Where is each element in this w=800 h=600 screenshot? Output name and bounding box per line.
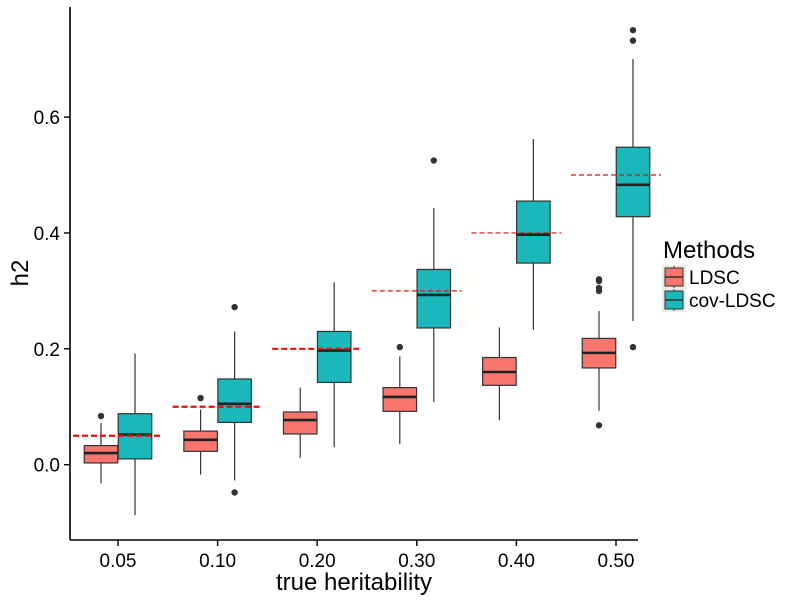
box-ldsc <box>282 411 318 435</box>
x-axis-title: true heritability <box>276 569 432 596</box>
box-ldsc <box>183 430 218 452</box>
y-axis-ticks: 0.0 0.2 0.4 0.6 <box>34 108 70 477</box>
x-tick-label: 0.05 <box>100 551 137 572</box>
outlier-point <box>629 26 637 34</box>
y-tick-label: 0.4 <box>34 224 61 245</box>
outlier-point <box>629 343 637 351</box>
legend-label-ldsc: LDSC <box>689 268 740 289</box>
legend: Methods LDSC cov-LDSC <box>662 237 776 312</box>
x-tick-label: 0.10 <box>199 551 236 572</box>
box-cov-ldsc <box>316 330 352 384</box>
outlier-point <box>595 284 603 292</box>
outlier-point <box>197 394 204 402</box>
box-cov-ldsc <box>615 146 651 218</box>
y-tick-label: 0.2 <box>34 340 60 361</box>
y-axis-title: h2 <box>7 260 34 287</box>
x-axis-ticks: 0.05 0.10 0.20 0.30 0.40 0.50 <box>100 540 635 572</box>
legend-label-cov-ldsc: cov-LDSC <box>689 291 776 312</box>
outlier-point <box>231 489 238 496</box>
x-tick-label: 0.30 <box>398 551 435 572</box>
outlier-point <box>396 343 403 351</box>
box-cov-ldsc <box>516 200 551 264</box>
outlier-point <box>629 37 637 44</box>
y-tick-label: 0.0 <box>34 456 60 477</box>
x-tick-label: 0.50 <box>598 551 635 572</box>
x-tick-label: 0.40 <box>498 551 535 572</box>
outlier-point <box>595 422 603 429</box>
legend-title: Methods <box>663 237 755 264</box>
y-tick-label: 0.6 <box>34 108 60 129</box>
outlier-point <box>97 412 105 420</box>
plot-area <box>73 26 661 516</box>
outlier-point <box>430 157 437 164</box>
x-tick-label: 0.20 <box>299 551 336 572</box>
outlier-point <box>595 276 603 283</box>
box-cov-ldsc <box>416 268 452 329</box>
box-cov-ldsc <box>217 378 252 423</box>
box-ldsc <box>382 387 418 412</box>
outlier-point <box>231 303 238 311</box>
